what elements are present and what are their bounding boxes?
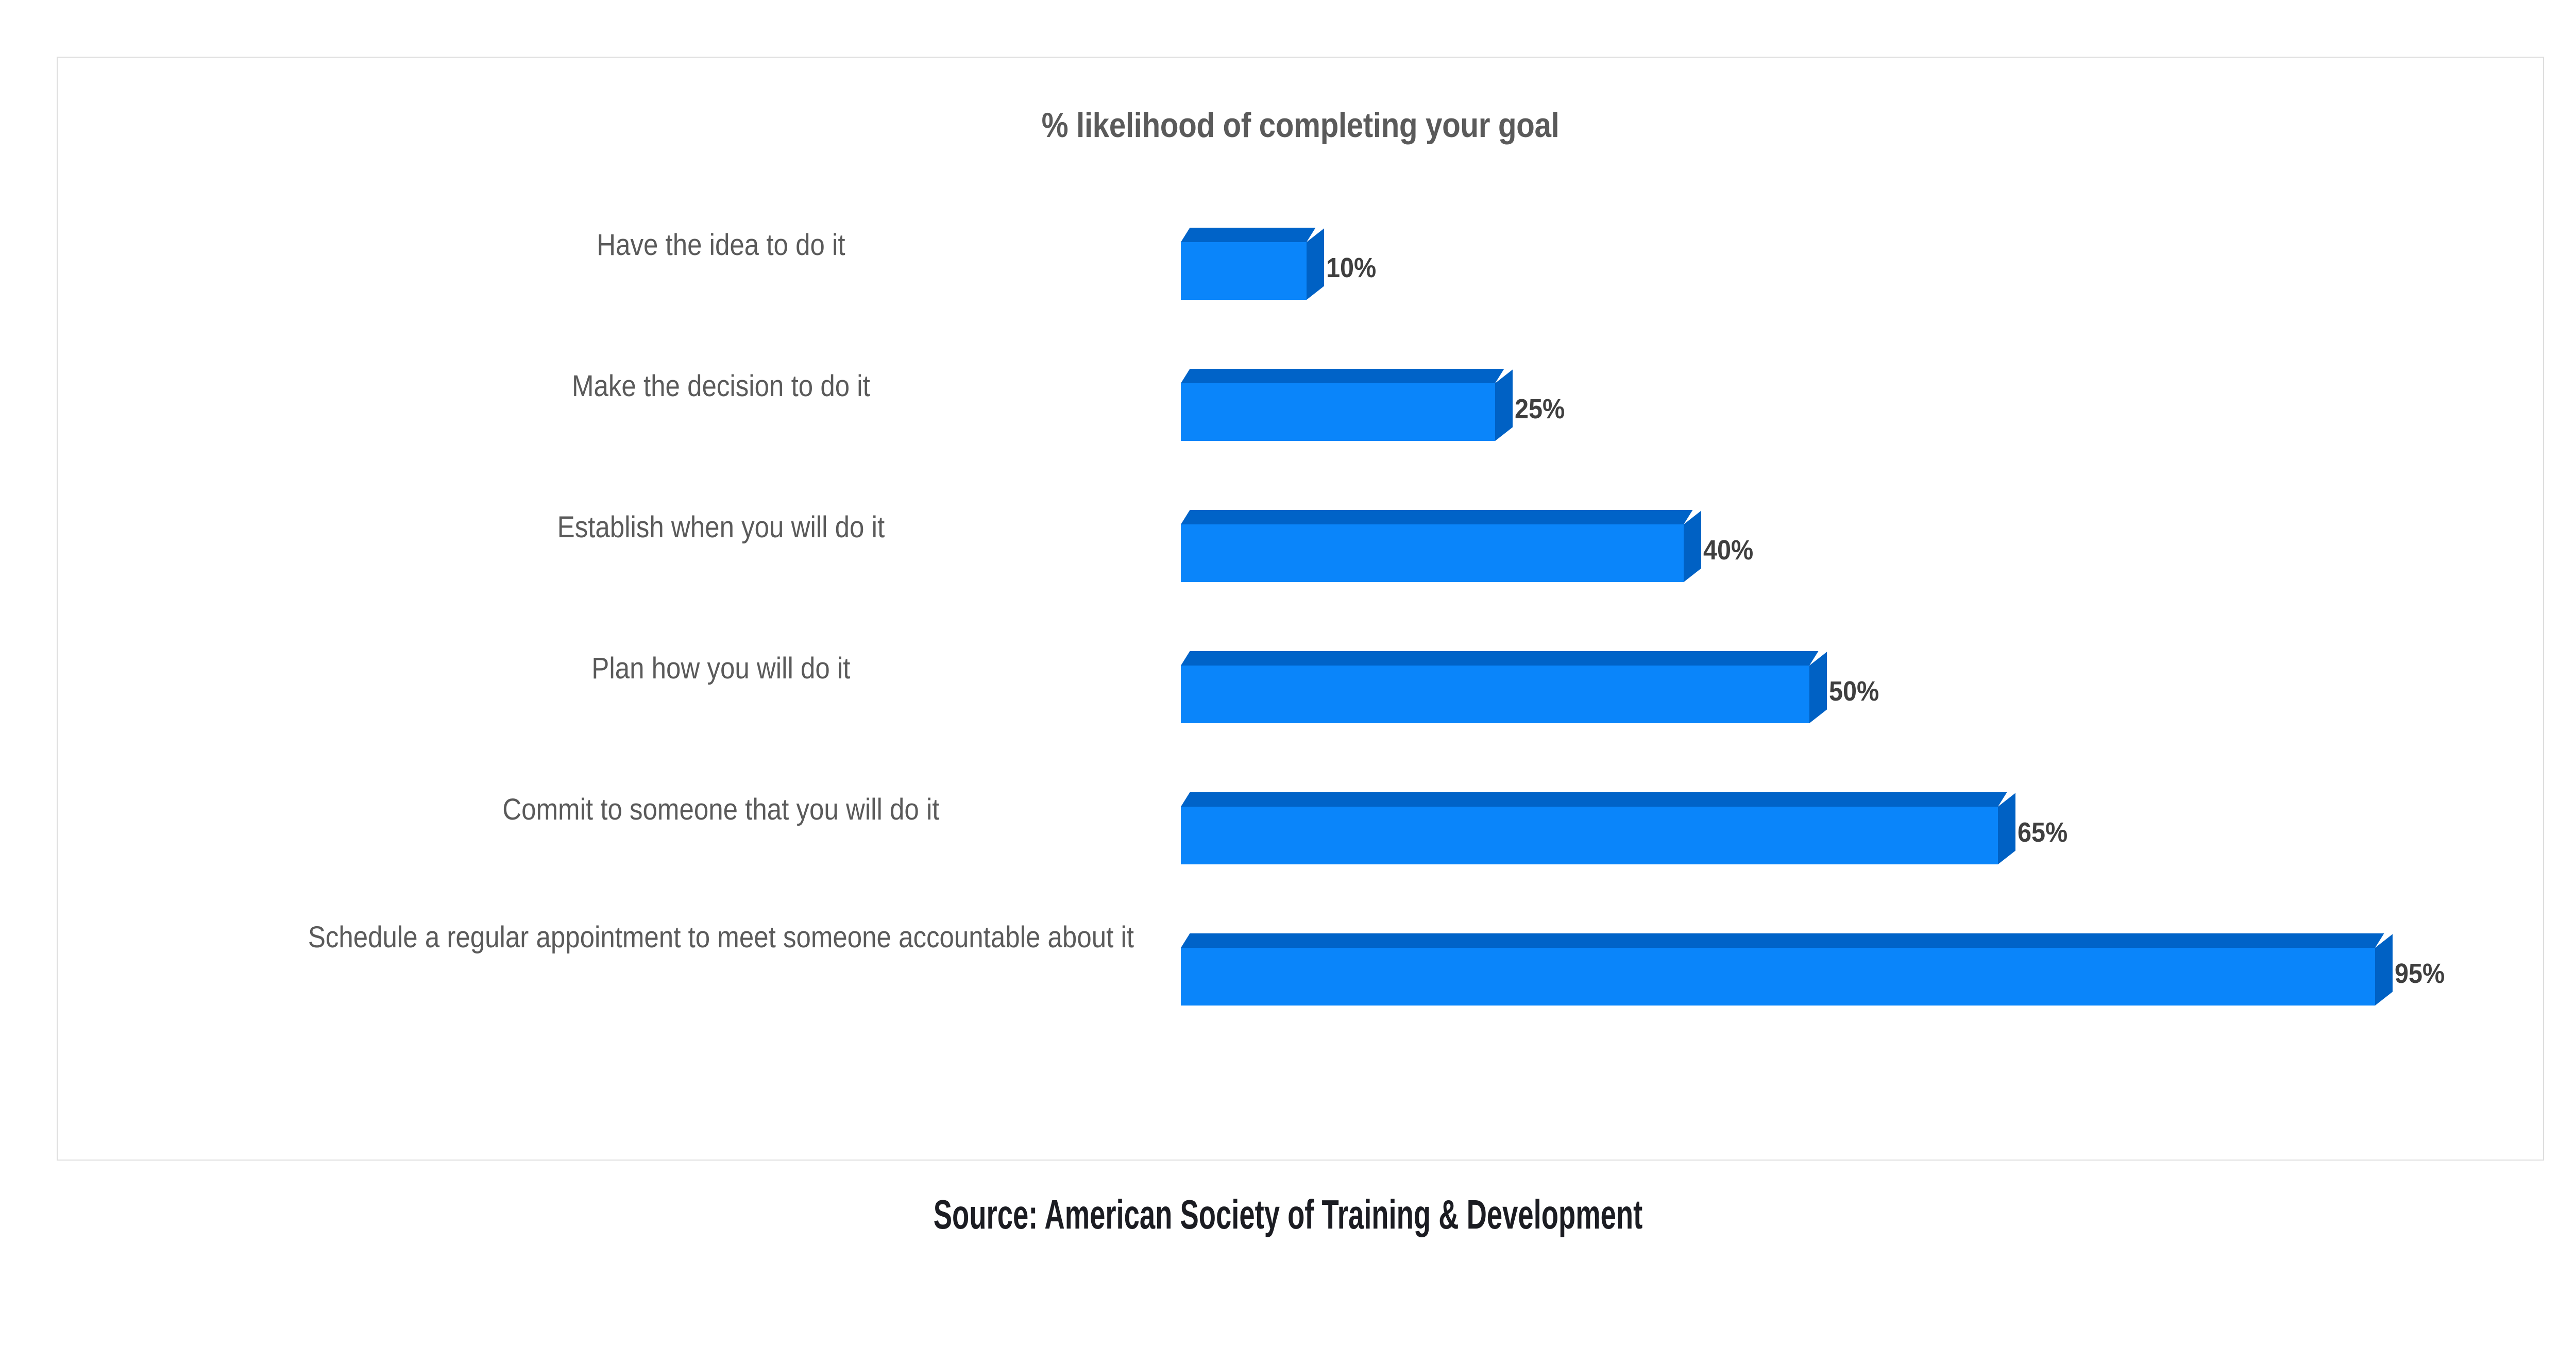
chart-bar-row: Commit to someone that you will do it 65… xyxy=(58,792,2543,911)
bar-side-face xyxy=(2375,934,2393,1006)
bar-front-face xyxy=(1181,666,1809,723)
chart-title: % likelihood of completing your goal xyxy=(1041,106,1560,145)
chart-plot-area: Have the idea to do it 10% Make the deci… xyxy=(58,228,2543,1129)
category-label: Make the decision to do it xyxy=(572,369,870,403)
bar-value-label: 50% xyxy=(1829,676,1879,707)
bar-value-label: 65% xyxy=(2018,817,2068,848)
bar-side-face xyxy=(1307,228,1324,300)
bar-side-face xyxy=(1684,510,1701,582)
bar-front-face xyxy=(1181,807,1998,864)
category-label: Commit to someone that you will do it xyxy=(502,793,940,826)
bar-value-label: 95% xyxy=(2395,958,2445,989)
bar-top-face xyxy=(1181,510,1693,524)
chart-bar-row: Schedule a regular appointment to meet s… xyxy=(58,921,2543,1052)
bar-top-face xyxy=(1181,369,1504,383)
bar-value-label: 25% xyxy=(1515,394,1565,424)
bar-side-face xyxy=(1809,652,1827,723)
bar-top-face xyxy=(1181,792,2007,807)
bar-side-face xyxy=(1495,369,1513,441)
bar-top-face xyxy=(1181,228,1316,242)
bar-front-face xyxy=(1181,242,1307,300)
category-label: Establish when you will do it xyxy=(557,510,885,544)
bar-top-face xyxy=(1181,933,2384,948)
chart-bar-row: Have the idea to do it 10% xyxy=(58,228,2543,346)
bar-establish-when-you-will-do-it[interactable] xyxy=(1181,510,1701,605)
bar-make-the-decision-to-do-it[interactable] xyxy=(1181,369,1513,464)
bar-have-the-idea-to-do-it[interactable] xyxy=(1181,228,1324,323)
bar-value-label: 40% xyxy=(1703,535,1754,566)
chart-bar-row: Establish when you will do it 40% xyxy=(58,510,2543,628)
chart-card: % likelihood of completing your goal Hav… xyxy=(57,57,2544,1161)
source-caption: Source: American Society of Training & D… xyxy=(933,1191,1643,1237)
category-label: Schedule a regular appointment to meet s… xyxy=(308,921,1134,954)
bar-schedule-a-regular-appointment[interactable] xyxy=(1181,933,2393,1029)
bar-top-face xyxy=(1181,651,1819,666)
bar-value-label: 10% xyxy=(1326,252,1377,283)
bar-front-face xyxy=(1181,524,1684,582)
chart-bar-row: Make the decision to do it 25% xyxy=(58,369,2543,487)
category-label: Plan how you will do it xyxy=(591,652,851,685)
bar-side-face xyxy=(1998,793,2015,864)
category-label: Have the idea to do it xyxy=(597,228,845,262)
bar-plan-how-you-will-do-it[interactable] xyxy=(1181,651,1827,746)
bar-front-face xyxy=(1181,383,1495,441)
bar-commit-to-someone-that-you-will-do-it[interactable] xyxy=(1181,792,2015,888)
chart-bar-row: Plan how you will do it 50% xyxy=(58,651,2543,770)
bar-front-face xyxy=(1181,948,2375,1006)
